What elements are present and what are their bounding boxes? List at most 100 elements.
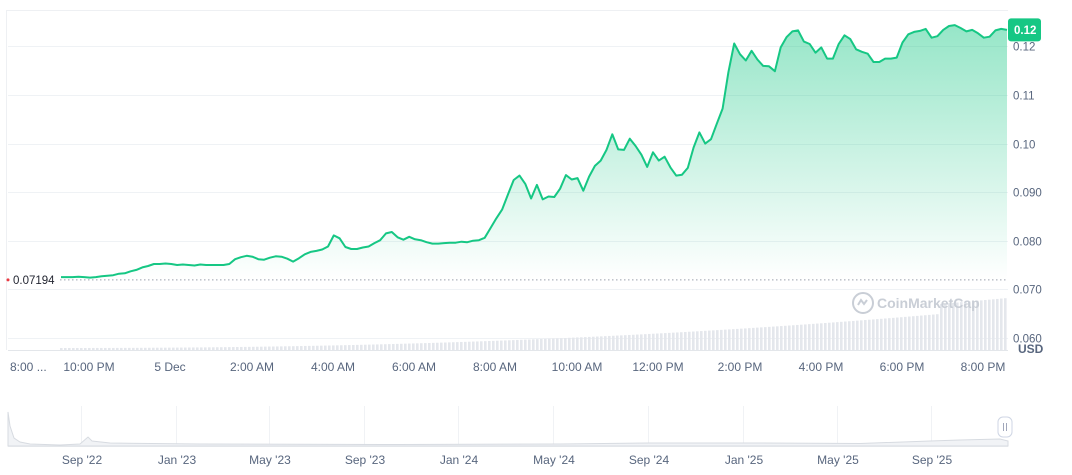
volume-bar	[520, 339, 523, 350]
volume-bar	[324, 345, 327, 350]
volume-bar	[788, 325, 791, 350]
volume-bar	[600, 336, 603, 350]
volume-bar	[588, 336, 591, 350]
volume-bar	[296, 346, 299, 350]
volume-bar	[820, 323, 823, 350]
volume-bar	[500, 340, 503, 350]
volume-bar	[620, 335, 623, 350]
price-area-fill	[61, 25, 1007, 280]
volume-bar	[188, 347, 191, 350]
reference-price-label: 0.07194	[13, 275, 55, 287]
volume-bar	[184, 347, 187, 350]
current-price-value: 0.12	[1014, 25, 1036, 37]
volume-bar	[172, 347, 175, 350]
volume-bar	[84, 347, 87, 350]
volume-bar	[652, 333, 655, 350]
volume-bar	[872, 319, 875, 350]
volume-bar	[108, 347, 111, 350]
volume-bar	[460, 341, 463, 350]
volume-bar	[328, 345, 331, 350]
navigator-label: Sep '24	[629, 453, 670, 467]
volume-bar	[1004, 298, 1007, 350]
volume-bar	[1000, 298, 1003, 350]
x-tick-label: 8:00 AM	[473, 360, 517, 374]
volume-bar	[304, 345, 307, 350]
volume-bar	[400, 343, 403, 350]
navigator-handle-bg[interactable]	[997, 416, 1013, 438]
price-line[interactable]	[61, 24, 1008, 279]
x-tick-label: 4:00 AM	[311, 360, 355, 374]
volume-bar	[392, 344, 395, 350]
volume-bar	[556, 338, 559, 350]
volume-bar	[968, 301, 971, 350]
price-series-line[interactable]	[61, 24, 1008, 279]
volume-bar	[180, 347, 183, 350]
current-price-tag: 0.12	[1008, 18, 1041, 42]
volume-bar	[524, 339, 527, 350]
volume-bar	[784, 325, 787, 350]
volume-bar	[672, 332, 675, 350]
navigator-handle[interactable]	[997, 416, 1013, 438]
y-tick-label: 0.080	[1013, 237, 1042, 249]
volume-bar	[584, 337, 587, 350]
volume-bar	[372, 344, 375, 350]
volume-bar	[916, 315, 919, 350]
volume-bar	[196, 347, 199, 350]
volume-bar	[336, 345, 339, 350]
volume-bar	[76, 347, 79, 350]
volume-bar	[364, 344, 367, 350]
volume-bar	[300, 346, 303, 350]
volume-bar	[972, 301, 975, 350]
navigator-label: May '25	[817, 453, 859, 467]
volume-bar	[176, 347, 179, 350]
volume-bar	[592, 336, 595, 350]
navigator-bg	[8, 406, 1008, 446]
volume-bar	[160, 347, 163, 350]
volume-bar	[124, 347, 127, 350]
navigator-grid	[81, 406, 932, 446]
volume-bar	[516, 339, 519, 350]
volume-bar	[168, 347, 171, 350]
volume-bar	[752, 327, 755, 350]
volume-bar	[692, 331, 695, 350]
volume-bar	[380, 344, 383, 350]
watermark-text: CoinMarketCap	[877, 295, 980, 311]
volume-bar	[540, 339, 543, 350]
reference-price-line: 0.07194	[6, 272, 1008, 287]
current-price-tag-bg	[1008, 18, 1041, 42]
volume-bar	[408, 343, 411, 350]
volume-bar	[804, 324, 807, 350]
volume-bar	[868, 319, 871, 350]
volume-bar	[532, 339, 535, 350]
volume-bar	[96, 347, 99, 350]
volume-bar	[148, 347, 151, 350]
volume-bar	[200, 347, 203, 350]
volume-bar	[112, 347, 115, 350]
volume-bar	[816, 323, 819, 350]
volume-bar	[744, 328, 747, 350]
volume-bar	[308, 345, 311, 350]
volume-bar	[984, 300, 987, 350]
volume-bar	[604, 336, 607, 350]
volume-bar	[376, 344, 379, 350]
volume-bar	[116, 347, 119, 350]
volume-bar	[908, 316, 911, 350]
volume-bar	[708, 330, 711, 350]
volume-bar	[192, 347, 195, 350]
volume-bar	[568, 337, 571, 350]
volume-bar	[164, 347, 167, 350]
volume-bar	[236, 347, 239, 350]
volume-bar	[736, 328, 739, 350]
volume-bar	[480, 341, 483, 350]
volume-bar	[596, 336, 599, 350]
volume-bar	[248, 346, 251, 350]
range-navigator[interactable]: Sep '22 Jan '23 May '23 Sep '23 Jan '24 May '…	[7, 406, 1013, 467]
volume-bar	[884, 318, 887, 350]
volume-bar	[924, 315, 927, 350]
x-tick-label: 4:00 PM	[799, 360, 844, 374]
x-tick-label: 6:00 AM	[392, 360, 436, 374]
volume-bar	[104, 347, 107, 350]
volume-bar	[120, 347, 123, 350]
